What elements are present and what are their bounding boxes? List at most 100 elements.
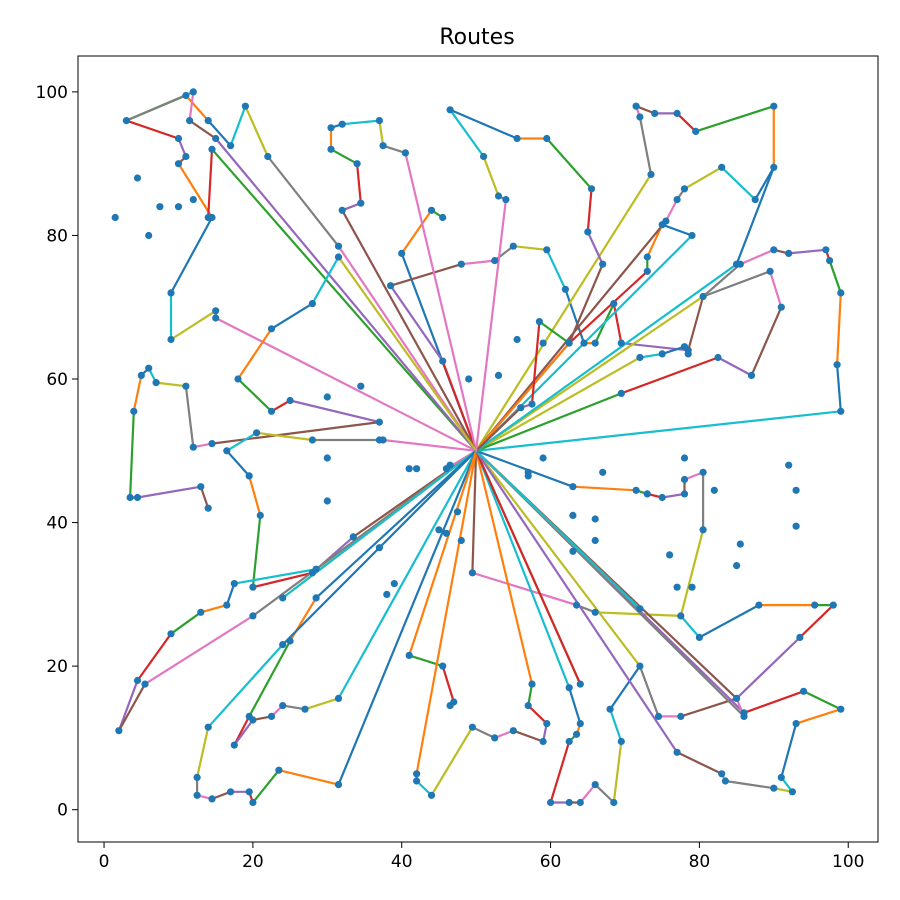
chart-title: Routes	[439, 25, 514, 50]
customer-point	[785, 461, 793, 469]
route-segment	[679, 697, 738, 718]
customer-point	[747, 371, 756, 379]
customer-point	[230, 580, 238, 588]
route-segment	[549, 740, 571, 804]
customer-point	[733, 260, 741, 268]
customer-point	[576, 798, 584, 807]
customer-point	[204, 723, 212, 731]
customer-point	[439, 662, 447, 670]
customer-point	[636, 113, 644, 121]
route-segment	[475, 198, 507, 452]
customer-point	[788, 788, 797, 796]
customer-point	[379, 142, 387, 150]
route-segment	[482, 155, 500, 198]
y-tick-label: 20	[46, 657, 68, 677]
customer-point	[439, 357, 447, 365]
route-segment	[679, 614, 701, 639]
customer-point	[528, 680, 536, 688]
route-segment	[545, 248, 567, 291]
route-segment	[207, 119, 232, 147]
route-segment	[586, 187, 593, 233]
customer-point	[301, 705, 309, 713]
customer-point	[308, 300, 316, 308]
customer-point	[234, 375, 242, 383]
route-segment	[389, 284, 444, 363]
customer-point	[632, 102, 640, 110]
route-segment	[675, 112, 697, 133]
route-segment	[188, 119, 217, 140]
route-17	[475, 449, 642, 804]
route-segment	[475, 173, 653, 452]
route-segment	[475, 449, 582, 686]
customer-point	[617, 339, 625, 347]
customer-point	[204, 504, 212, 512]
customer-point	[245, 472, 253, 480]
route-segment	[475, 295, 705, 452]
customer-point	[792, 720, 800, 728]
route-segment	[277, 769, 340, 786]
customer-point	[576, 720, 584, 728]
route-segment	[337, 449, 478, 700]
customer-point	[174, 134, 183, 143]
customer-point	[357, 382, 365, 390]
customer-point	[167, 630, 175, 638]
customer-point	[223, 447, 231, 455]
route-segment	[664, 198, 679, 223]
route-segment	[538, 320, 571, 345]
customer-point	[680, 343, 689, 351]
customer-point	[197, 608, 205, 616]
route-segment	[255, 431, 314, 442]
customer-point	[539, 454, 547, 462]
route-segment	[136, 485, 202, 499]
customer-point	[122, 117, 130, 125]
customer-point	[610, 300, 618, 308]
route-segment	[143, 614, 254, 686]
customer-point	[751, 196, 759, 204]
route-segment	[828, 259, 842, 294]
customer-point	[491, 257, 499, 265]
customer-point	[524, 702, 532, 710]
route-segment	[594, 611, 682, 618]
customer-point	[267, 712, 276, 721]
customer-point	[413, 777, 421, 785]
customer-point	[413, 770, 421, 778]
customer-point	[312, 594, 320, 602]
customer-point	[334, 242, 343, 250]
route-segment	[199, 485, 210, 510]
route-segment	[236, 327, 273, 381]
customer-point	[792, 522, 800, 530]
route-segment	[545, 137, 593, 190]
customer-point	[465, 375, 473, 383]
customer-point	[212, 307, 220, 315]
route-18	[415, 449, 548, 797]
customer-point	[253, 429, 261, 437]
route-segment	[169, 611, 202, 635]
customer-point	[249, 583, 257, 591]
customer-point	[699, 292, 707, 301]
customer-point	[174, 160, 183, 168]
y-tick-label: 80	[46, 226, 68, 246]
customer-point	[223, 601, 231, 609]
route-segment	[780, 722, 798, 779]
route-segment	[244, 105, 269, 158]
customer-point	[636, 662, 644, 670]
customer-point	[539, 339, 547, 347]
customer-point	[401, 149, 409, 157]
customer-point	[688, 583, 696, 591]
route-segment	[177, 162, 214, 219]
x-tick-label: 60	[540, 852, 562, 872]
customer-point	[245, 788, 253, 796]
route-segment	[169, 216, 214, 294]
customer-point	[826, 257, 834, 265]
route-segment	[716, 356, 753, 377]
route-segment	[475, 342, 571, 452]
route-segment	[698, 603, 761, 639]
route-segment	[661, 492, 686, 499]
customer-point	[580, 339, 588, 347]
route-segment	[233, 718, 254, 747]
customer-point	[439, 213, 447, 222]
customer-point	[666, 551, 674, 559]
customer-point	[770, 163, 778, 171]
y-tick-label: 0	[57, 801, 68, 821]
customer-point	[643, 490, 651, 498]
